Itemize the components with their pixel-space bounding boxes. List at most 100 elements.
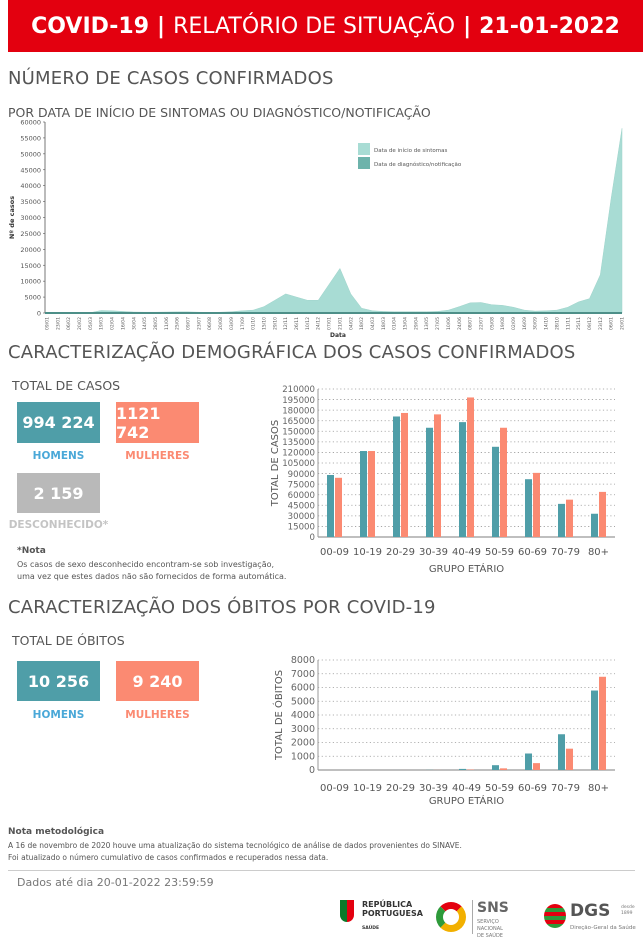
bar-homens-70-79 bbox=[558, 734, 565, 770]
y-tick-label: 15000 bbox=[288, 523, 315, 533]
y-axis-label: Nº de casos bbox=[8, 196, 16, 239]
unknown-cases-box: 2 159 bbox=[17, 473, 100, 513]
bar-homens-00-09 bbox=[327, 474, 334, 537]
x-tick-label: 23/07 bbox=[196, 317, 202, 330]
y-tick-label: 40000 bbox=[20, 182, 41, 190]
note-title: *Nota bbox=[17, 546, 46, 556]
bar-homens-30-39 bbox=[426, 427, 433, 537]
bar-homens-60-69 bbox=[525, 753, 532, 770]
x-tick-label: 26/11 bbox=[294, 317, 300, 330]
x-tick-label: 23/12 bbox=[598, 317, 604, 330]
bar-homens-10-19 bbox=[360, 451, 367, 537]
x-tick-label: 13/05 bbox=[424, 317, 430, 330]
x-tick-label: 70-79 bbox=[551, 783, 580, 794]
y-tick-label: 165000 bbox=[282, 417, 315, 427]
cases-by-age-chart: 0150003000045000600007500090000105000120… bbox=[270, 385, 615, 575]
legend-label: Data de início de sintomas bbox=[374, 147, 447, 154]
x-tick-label: 06/01 bbox=[609, 317, 615, 330]
y-tick-label: 8000 bbox=[291, 655, 315, 666]
legend-swatch bbox=[358, 143, 370, 155]
x-tick-label: 20/02 bbox=[77, 317, 83, 330]
y-tick-label: 75000 bbox=[288, 480, 315, 490]
x-tick-label: 60-69 bbox=[518, 783, 547, 794]
x-tick-label: 10-19 bbox=[353, 783, 382, 794]
dgs-logo: DGS desde 1899 Direção-Geral da Saúde bbox=[544, 902, 643, 936]
x-tick-label: 28/10 bbox=[554, 317, 560, 330]
x-tick-label: 18/03 bbox=[381, 317, 387, 330]
y-tick-label: 35000 bbox=[20, 198, 41, 206]
x-tick-label: 16/09 bbox=[522, 317, 528, 330]
x-tick-label: 12/11 bbox=[283, 317, 289, 330]
footer-divider bbox=[8, 870, 635, 871]
x-tick-label: 18/02 bbox=[359, 317, 365, 330]
x-tick-label: 22/07 bbox=[478, 317, 484, 330]
bar-mulheres-10-19 bbox=[368, 451, 375, 537]
men-deaths-box: 10 256 bbox=[17, 661, 100, 701]
x-tick-label: 04/02 bbox=[348, 317, 354, 330]
x-tick-label: 14/10 bbox=[544, 317, 550, 330]
x-tick-label: 09/07 bbox=[186, 317, 192, 330]
section-title-demographics: CARACTERIZAÇÃO DEMOGRÁFICA DOS CASOS CON… bbox=[8, 342, 576, 363]
x-tick-label: 21/01 bbox=[337, 317, 343, 330]
legend-label: Data de diagnóstico/notificação bbox=[374, 161, 462, 168]
header-covid: COVID-19 bbox=[31, 13, 150, 39]
x-axis-label: GRUPO ETÁRIO bbox=[429, 794, 504, 807]
x-tick-label: 20/01 bbox=[620, 317, 626, 330]
logo1-line2: PORTUGUESA bbox=[362, 909, 423, 918]
x-tick-label: 29/04 bbox=[413, 317, 419, 330]
women-label: MULHERES bbox=[125, 450, 190, 462]
bar-mulheres-20-29 bbox=[401, 412, 408, 537]
men-cases-box: 994 224 bbox=[17, 402, 100, 443]
men-deaths-label: HOMENS bbox=[32, 709, 85, 721]
y-tick-label: 45000 bbox=[20, 166, 41, 174]
x-tick-label: 19/08 bbox=[500, 317, 506, 330]
x-tick-label: 07/01 bbox=[327, 317, 333, 330]
y-tick-label: 15000 bbox=[20, 262, 41, 270]
y-tick-label: 105000 bbox=[282, 459, 315, 469]
x-tick-label: 11/11 bbox=[565, 317, 571, 330]
x-tick-label: 17/09 bbox=[240, 317, 246, 330]
sns-title: SNS bbox=[477, 900, 509, 916]
x-tick-label: 80+ bbox=[588, 783, 609, 794]
logo1-line1: REPÚBLICA bbox=[362, 900, 413, 909]
bar-homens-50-59 bbox=[492, 446, 499, 537]
bar-homens-40-49 bbox=[459, 768, 466, 770]
y-tick-label: 6000 bbox=[291, 683, 315, 694]
y-tick-label: 30000 bbox=[20, 214, 41, 222]
data-until: Dados até dia 20-01-2022 23:59:59 bbox=[17, 876, 214, 889]
y-tick-label: 180000 bbox=[282, 406, 315, 416]
y-tick-label: 0 bbox=[310, 533, 315, 543]
x-tick-label: 40-49 bbox=[452, 783, 481, 794]
x-tick-label: 30-39 bbox=[419, 783, 448, 794]
x-tick-label: 50-59 bbox=[485, 783, 514, 794]
x-tick-label: 20/08 bbox=[218, 317, 224, 330]
x-tick-label: 30-39 bbox=[419, 547, 448, 558]
note-line2: uma vez que estes dados não são fornecid… bbox=[17, 572, 287, 581]
y-axis-label: TOTAL DE CASOS bbox=[270, 420, 281, 508]
x-tick-label: 10/06 bbox=[446, 317, 452, 330]
x-tick-label: 02/09 bbox=[511, 317, 517, 330]
x-tick-label: 24/06 bbox=[457, 317, 463, 330]
y-tick-label: 4000 bbox=[291, 710, 315, 721]
x-tick-label: 70-79 bbox=[551, 547, 580, 558]
bar-homens-50-59 bbox=[492, 765, 499, 770]
x-tick-label: 40-49 bbox=[452, 547, 481, 558]
dgs-globe-icon bbox=[544, 904, 566, 928]
x-tick-label: 10/12 bbox=[305, 317, 311, 330]
y-tick-label: 5000 bbox=[291, 696, 315, 707]
x-tick-label: 01/10 bbox=[251, 317, 257, 330]
x-tick-label: 06/08 bbox=[207, 317, 213, 330]
women-deaths-box: 9 240 bbox=[116, 661, 199, 701]
men-label: HOMENS bbox=[32, 450, 85, 462]
x-tick-label: 30/09 bbox=[533, 317, 539, 330]
x-tick-label: 05/08 bbox=[489, 317, 495, 330]
dgs-line: Direção-Geral da Saúde bbox=[570, 925, 636, 931]
y-tick-label: 20000 bbox=[20, 246, 41, 254]
sns-line2: DE SAÚDE bbox=[477, 933, 503, 939]
x-tick-label: 08/07 bbox=[468, 317, 474, 330]
women-cases-box: 1121 742 bbox=[116, 402, 199, 443]
sns-circle-icon bbox=[436, 902, 466, 932]
x-tick-label: 03/09 bbox=[229, 317, 235, 330]
x-tick-label: 20-29 bbox=[386, 547, 415, 558]
sns-logo: SNS SERVIÇO NACIONAL DE SAÚDE bbox=[436, 900, 526, 939]
